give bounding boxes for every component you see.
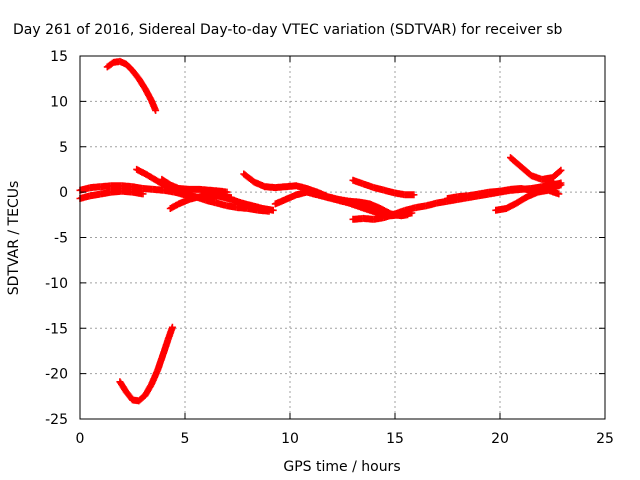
data-point (517, 163, 534, 179)
series-trace-e (166, 191, 277, 214)
series-layer (76, 57, 565, 405)
series-arc-lower (116, 323, 176, 405)
series-trace-d (158, 175, 231, 196)
series-trace-k (507, 154, 565, 183)
x-tick-label: 0 (76, 431, 85, 447)
chart-title: Day 261 of 2016, Sidereal Day-to-day VTE… (13, 22, 563, 38)
x-tick-label: 20 (491, 431, 509, 447)
y-axis-label: SDTVAR / TECUs (6, 181, 22, 296)
x-tick-label: 10 (281, 431, 299, 447)
y-tick-label: 15 (50, 49, 68, 65)
data-point (122, 60, 135, 73)
data-point (147, 367, 161, 388)
series-trace-b (76, 187, 147, 202)
grid-layer (80, 56, 605, 419)
data-point (223, 188, 231, 196)
y-tick-label: -25 (45, 412, 68, 428)
series-arc-upper (103, 57, 160, 114)
x-tick-label: 5 (181, 431, 190, 447)
y-tick-label: 0 (59, 185, 68, 201)
data-point (154, 349, 167, 374)
series-trace-m (528, 178, 563, 199)
data-point (555, 182, 563, 190)
series-trace-i (349, 179, 565, 223)
data-point (168, 323, 176, 331)
y-tick-label: -15 (45, 321, 68, 337)
data-point (152, 106, 160, 114)
y-tick-label: -10 (45, 276, 68, 292)
data-point (507, 154, 524, 170)
y-tick-label: -20 (45, 367, 68, 383)
data-point (269, 206, 277, 214)
data-point (122, 388, 136, 403)
y-tick-label: 5 (59, 140, 68, 156)
y-tick-label: -5 (54, 231, 68, 247)
data-point (557, 166, 565, 174)
data-point (139, 190, 147, 198)
x-tick-label: 25 (596, 431, 614, 447)
data-point (135, 392, 148, 405)
data-point (555, 190, 563, 198)
data-point (103, 59, 116, 71)
series-trace-h (349, 176, 418, 199)
data-point (129, 67, 142, 81)
y-tick-label: 10 (50, 94, 68, 110)
data-point (528, 185, 545, 199)
data-point (549, 167, 564, 182)
data-point (240, 170, 257, 185)
x-tick-label: 15 (386, 431, 404, 447)
data-point (410, 191, 418, 199)
tick-layer: 0 5 10 15 20 25 -25 -20 -15 -10 -5 0 5 10 15 (45, 49, 614, 447)
x-axis-label: GPS time / hours (283, 459, 400, 475)
